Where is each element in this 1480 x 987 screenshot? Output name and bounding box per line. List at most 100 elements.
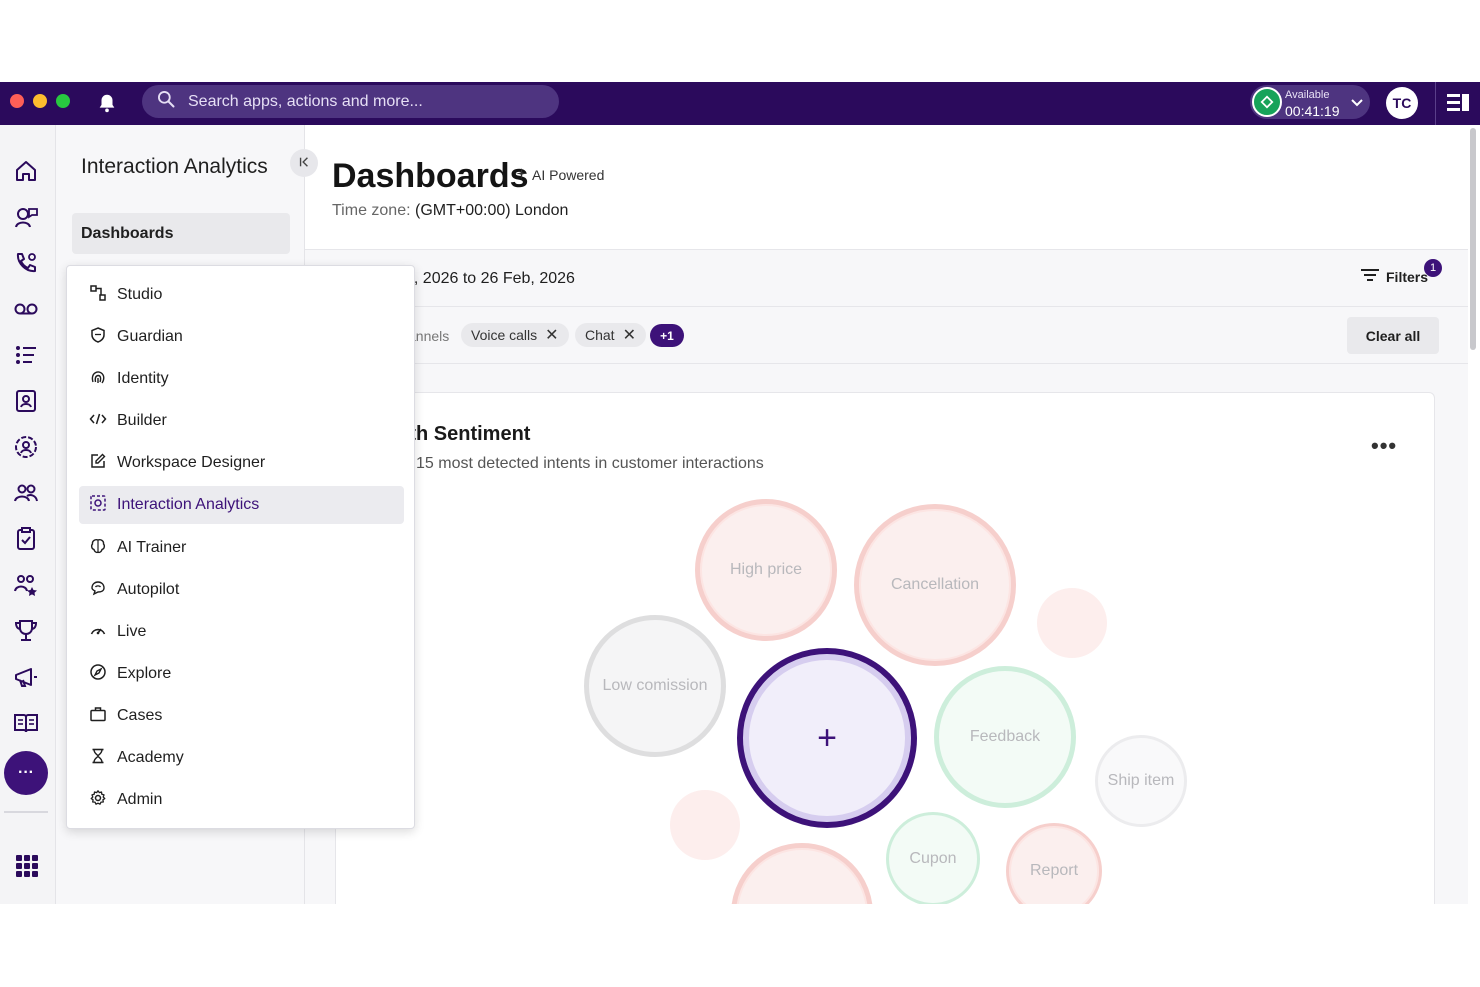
- fingerprint-icon: [89, 368, 107, 391]
- filter-chip-voice-calls[interactable]: Voice calls ✕: [461, 323, 569, 347]
- menu-item-label: Admin: [117, 791, 163, 808]
- bubble-high-price[interactable]: High price: [695, 499, 837, 641]
- sparkle-icon: [515, 167, 528, 183]
- gear-icon: [89, 789, 107, 812]
- sidebar-item-dashboards[interactable]: Dashboards: [72, 213, 290, 254]
- menu-item-explore[interactable]: Explore: [79, 655, 404, 693]
- active-filters-row: annels Voice calls ✕ Chat ✕ +1 Clear all: [305, 308, 1468, 364]
- menu-item-label: Identity: [117, 370, 169, 387]
- book-icon[interactable]: [12, 709, 40, 737]
- people-star-icon[interactable]: [12, 571, 40, 599]
- close-icon[interactable]: ✕: [622, 327, 636, 344]
- sidebar-title: Interaction Analytics: [81, 155, 268, 178]
- edit-icon: [89, 452, 107, 475]
- more-apps-button[interactable]: ···: [4, 751, 48, 795]
- app-rail: ···: [0, 125, 56, 904]
- menu-item-admin[interactable]: Admin: [79, 781, 404, 819]
- phone-settings-icon[interactable]: [12, 249, 40, 277]
- list-icon[interactable]: [12, 341, 40, 369]
- contact-card-icon[interactable]: [12, 387, 40, 415]
- bubble-small-negative[interactable]: [1037, 588, 1107, 658]
- date-range-row: n, 2026 to 26 Feb, 2026 Filters 1: [305, 251, 1468, 307]
- chip-label: Chat: [585, 327, 615, 343]
- bubble-low-comission[interactable]: Low comission: [584, 615, 726, 757]
- ai-powered-badge: AI Powered: [515, 167, 604, 183]
- channels-label: annels: [408, 328, 450, 344]
- megaphone-icon[interactable]: [12, 663, 40, 691]
- menu-item-live[interactable]: Live: [79, 613, 404, 651]
- clear-all-button[interactable]: Clear all: [1347, 317, 1439, 354]
- page-title: Dashboards: [332, 157, 529, 195]
- user-circle-icon[interactable]: [12, 433, 40, 461]
- bubble-partial-negative[interactable]: [731, 843, 873, 904]
- menu-item-builder[interactable]: Builder: [79, 402, 404, 440]
- menu-item-label: Academy: [117, 749, 184, 766]
- menu-item-guardian[interactable]: Guardian: [79, 318, 404, 356]
- menu-item-ai-trainer[interactable]: AI Trainer: [79, 529, 404, 567]
- bubble-center-add[interactable]: +: [737, 648, 917, 828]
- menu-item-label: Interaction Analytics: [117, 496, 260, 513]
- agent-status-dropdown[interactable]: Available 00:41:19: [1250, 85, 1370, 119]
- collapse-left-icon: [298, 156, 310, 171]
- card-menu-button[interactable]: •••: [1371, 433, 1398, 458]
- studio-icon: [89, 284, 107, 307]
- chat-agent-icon[interactable]: [12, 203, 40, 231]
- bell-icon[interactable]: [96, 92, 118, 114]
- filters-label: Filters: [1386, 268, 1429, 285]
- menu-item-identity[interactable]: Identity: [79, 360, 404, 398]
- status-available-icon: [1252, 87, 1282, 117]
- brain-icon: [89, 537, 107, 560]
- more-filters-chip[interactable]: +1: [650, 324, 684, 347]
- bubble-ship-item[interactable]: Ship item: [1095, 735, 1187, 827]
- menu-item-label: Cases: [117, 707, 163, 724]
- bubble-small-negative-2[interactable]: [670, 790, 740, 860]
- window-close-button[interactable]: [10, 94, 24, 108]
- menu-item-cases[interactable]: Cases: [79, 697, 404, 735]
- menu-item-workspace-designer[interactable]: Workspace Designer: [79, 444, 404, 482]
- menu-item-label: Builder: [117, 412, 167, 429]
- home-icon[interactable]: [12, 157, 40, 185]
- close-icon[interactable]: ✕: [545, 327, 559, 344]
- top-bar: Available 00:41:19 TC: [0, 82, 1480, 125]
- chevron-down-icon: [1350, 96, 1364, 110]
- bubble-cupon[interactable]: Cupon: [886, 812, 980, 904]
- menu-item-label: Explore: [117, 665, 172, 682]
- timezone-value: (GMT+00:00) London: [415, 202, 569, 219]
- avatar[interactable]: TC: [1386, 87, 1418, 119]
- window-maximize-button[interactable]: [56, 94, 70, 108]
- collapse-sidebar-button[interactable]: [290, 149, 318, 177]
- code-icon: [89, 410, 107, 433]
- hourglass-icon: [89, 747, 107, 770]
- menu-item-interaction-analytics[interactable]: Interaction Analytics: [79, 486, 404, 524]
- app-grid-icon[interactable]: [16, 855, 38, 877]
- intent-sentiment-card: t with Sentiment e the 15 most detected …: [335, 392, 1435, 904]
- main-content: Dashboards AI Powered Time zone: (GMT+00…: [305, 125, 1468, 904]
- team-icon[interactable]: [12, 479, 40, 507]
- menu-item-studio[interactable]: Studio: [79, 276, 404, 314]
- window-minimize-button[interactable]: [33, 94, 47, 108]
- bubble-feedback[interactable]: Feedback: [934, 666, 1076, 808]
- scrollbar[interactable]: [1470, 128, 1476, 350]
- search-input[interactable]: [188, 92, 548, 111]
- status-timer: 00:41:19: [1285, 103, 1340, 119]
- autopilot-icon: [89, 579, 107, 602]
- menu-item-label: Studio: [117, 286, 163, 303]
- shield-icon: [89, 326, 107, 349]
- app-window: Available 00:41:19 TC: [0, 82, 1480, 904]
- clipboard-check-icon[interactable]: [12, 525, 40, 553]
- gauge-icon: [89, 621, 107, 644]
- topbar-divider: [1435, 82, 1436, 125]
- search-bar[interactable]: [142, 85, 559, 118]
- menu-item-label: Workspace Designer: [117, 454, 266, 471]
- bubble-report[interactable]: Report: [1006, 823, 1102, 904]
- menu-item-academy[interactable]: Academy: [79, 739, 404, 777]
- menu-item-autopilot[interactable]: Autopilot: [79, 571, 404, 609]
- chip-label: Voice calls: [471, 327, 538, 343]
- date-range-picker[interactable]: n, 2026 to 26 Feb, 2026: [405, 270, 575, 287]
- side-panel-toggle-icon[interactable]: [1446, 92, 1470, 114]
- filter-chip-chat[interactable]: Chat ✕: [575, 323, 646, 347]
- trophy-icon[interactable]: [12, 617, 40, 645]
- voicemail-icon[interactable]: [12, 295, 40, 323]
- filters-button[interactable]: Filters: [1360, 267, 1428, 286]
- bubble-cancellation[interactable]: Cancellation: [854, 504, 1016, 666]
